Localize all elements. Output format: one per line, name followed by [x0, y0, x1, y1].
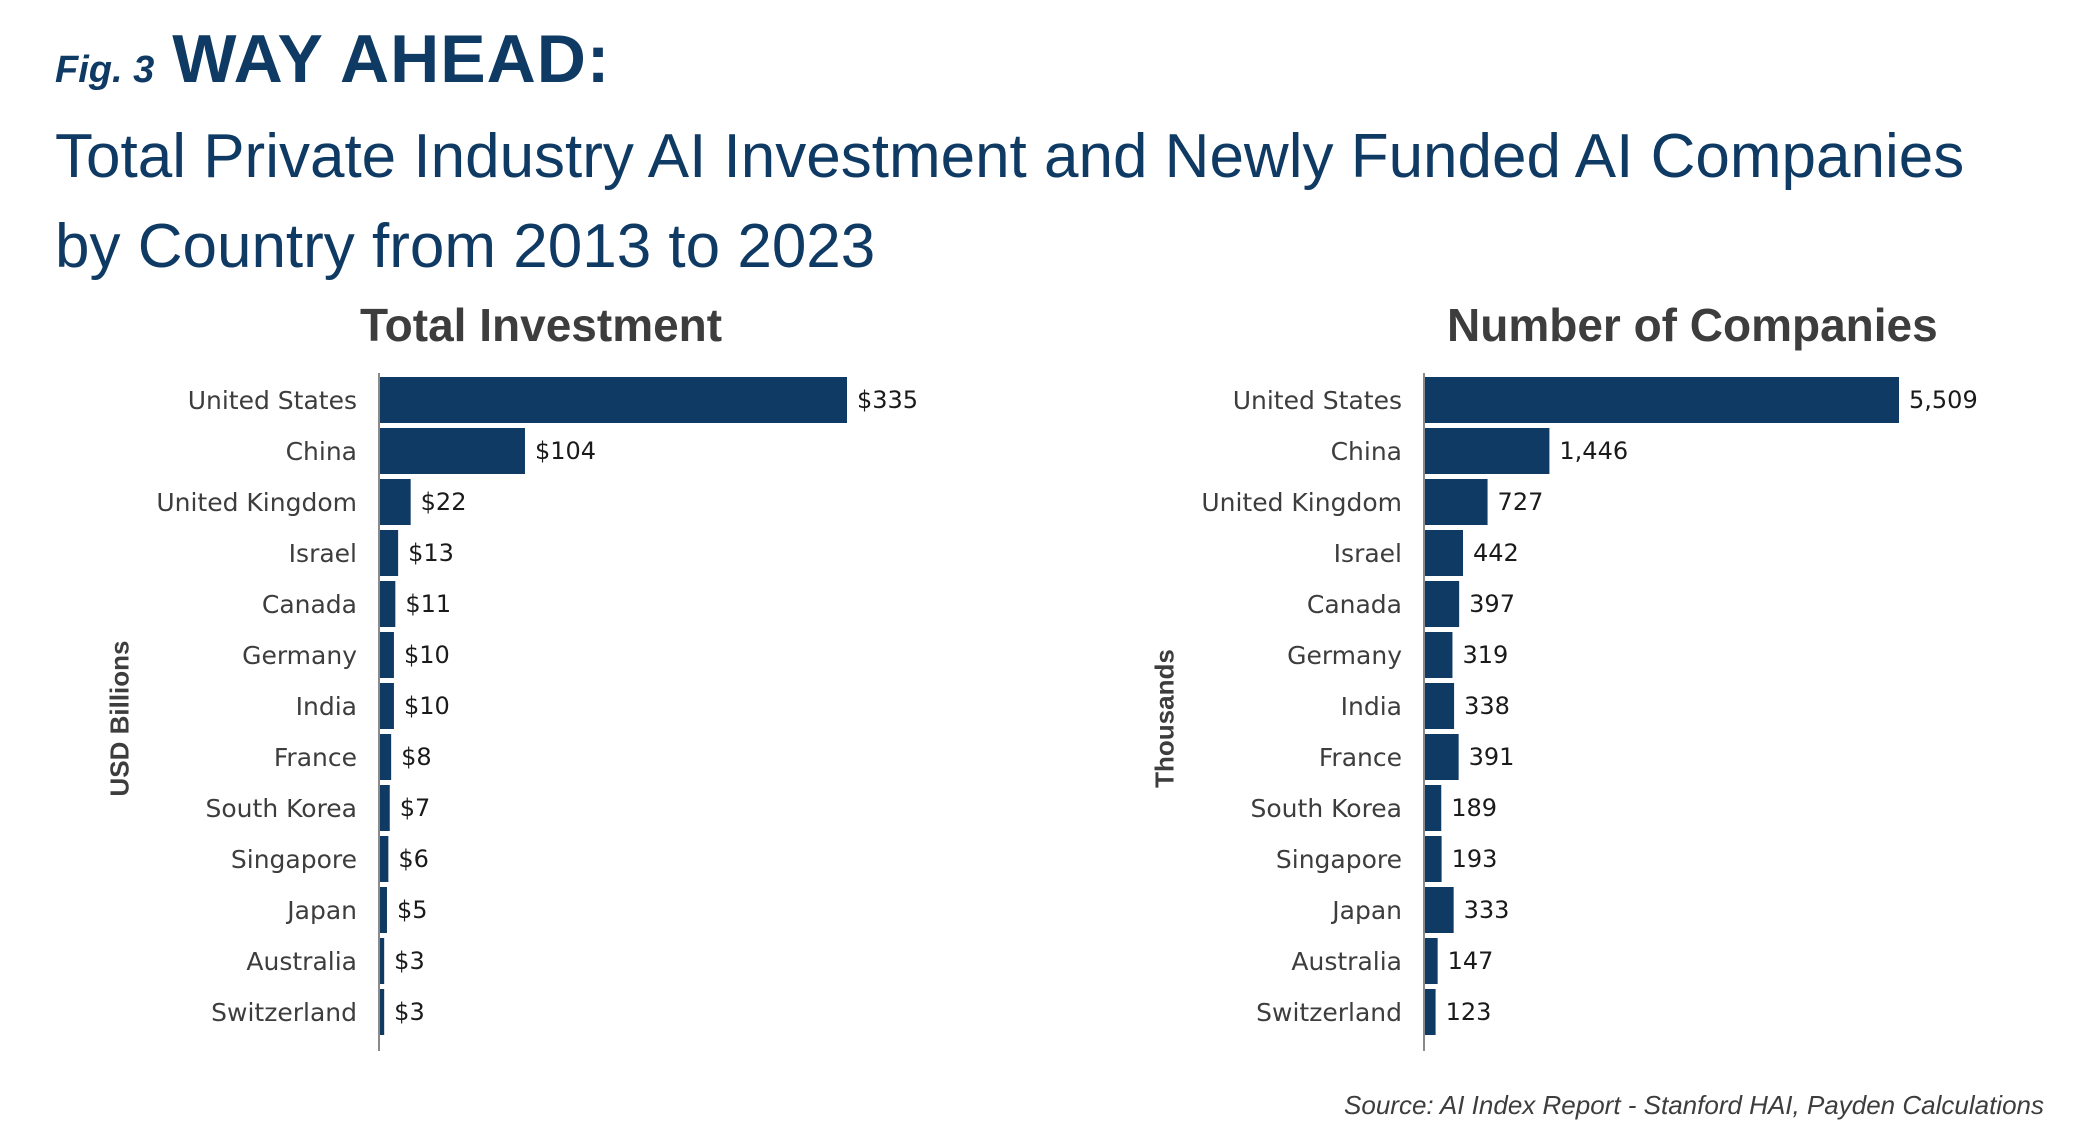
investment-data-label: $8	[401, 743, 432, 771]
companies-bar	[1425, 989, 1436, 1035]
companies-category-label: India	[1341, 692, 1402, 721]
companies-bar	[1425, 734, 1459, 780]
investment-bar	[380, 377, 847, 423]
investment-bar	[380, 581, 396, 627]
investment-bar	[380, 836, 389, 882]
companies-data-label: 5,509	[1909, 386, 1978, 414]
companies-data-label: 147	[1448, 947, 1494, 975]
companies-bar	[1425, 938, 1438, 984]
investment-category-label: Germany	[242, 641, 357, 670]
companies-category-label: Australia	[1291, 947, 1402, 976]
investment-data-label: $10	[404, 641, 450, 669]
companies-bar	[1425, 479, 1488, 525]
companies-bar	[1425, 683, 1455, 729]
investment-category-label: China	[286, 437, 357, 466]
companies-data-label: 391	[1469, 743, 1515, 771]
companies-category-label: France	[1319, 743, 1402, 772]
investment-data-label: $7	[400, 794, 431, 822]
companies-bar	[1425, 632, 1453, 678]
investment-category-label: Japan	[285, 896, 357, 925]
investment-category-label: India	[296, 692, 357, 721]
investment-bar	[380, 479, 411, 525]
companies-data-label: 319	[1462, 641, 1508, 669]
investment-data-label: $6	[398, 845, 429, 873]
companies-data-label: 442	[1473, 539, 1519, 567]
companies-bar	[1425, 785, 1442, 831]
companies-data-label: 189	[1451, 794, 1497, 822]
companies-category-label: United States	[1233, 386, 1402, 415]
figure-number: Fig. 3	[55, 49, 155, 91]
companies-data-label: 193	[1452, 845, 1498, 873]
companies-data-label: 333	[1464, 896, 1510, 924]
companies-bar-chart: United States 5,509 China 1,446 United Kingd…	[1201, 373, 1978, 1051]
investment-data-label: $104	[535, 437, 596, 465]
companies-category-label: Japan	[1330, 896, 1402, 925]
investment-data-label: $22	[421, 488, 467, 516]
figure-subtitle: Total Private Industry AI Investment and…	[55, 122, 1965, 281]
investment-chart-panel: Total Investment USD Billions United Sta…	[100, 298, 1000, 1068]
investment-bar	[380, 530, 399, 576]
investment-category-label: Israel	[289, 539, 357, 568]
investment-bar	[380, 887, 387, 933]
companies-data-label: 727	[1498, 488, 1544, 516]
figure-heading: Fig. 3 WAY AHEAD:	[55, 20, 2035, 98]
investment-y-axis-label: USD Billions	[104, 640, 135, 797]
companies-category-label: South Korea	[1251, 794, 1402, 823]
investment-category-label: Singapore	[231, 845, 357, 874]
companies-category-label: Switzerland	[1256, 998, 1402, 1027]
investment-bar-chart: United States $335 China $104 United Kingdom…	[156, 373, 918, 1051]
investment-category-label: United States	[188, 386, 357, 415]
investment-data-label: $3	[394, 947, 425, 975]
companies-category-label: Germany	[1287, 641, 1402, 670]
investment-category-label: United Kingdom	[156, 488, 357, 517]
companies-y-axis-label: Thousands	[1149, 649, 1180, 788]
companies-category-label: Singapore	[1276, 845, 1402, 874]
companies-bar	[1425, 428, 1550, 474]
investment-data-label: $10	[404, 692, 450, 720]
investment-data-label: $13	[408, 539, 454, 567]
companies-bar	[1425, 836, 1442, 882]
investment-category-label: South Korea	[206, 794, 357, 823]
investment-category-label: France	[274, 743, 357, 772]
figure-header: Fig. 3 WAY AHEAD: Total Private Industry…	[55, 20, 2035, 292]
companies-data-label: 338	[1464, 692, 1510, 720]
investment-data-label: $11	[405, 590, 451, 618]
investment-bar	[380, 734, 392, 780]
companies-data-label: 123	[1446, 998, 1492, 1026]
companies-chart-panel: Number of Companies Thousands United Sta…	[1145, 298, 2045, 1068]
investment-bar	[380, 938, 385, 984]
investment-data-label: $3	[394, 998, 425, 1026]
investment-category-label: Australia	[246, 947, 357, 976]
investment-category-label: Canada	[262, 590, 357, 619]
companies-category-label: Canada	[1307, 590, 1402, 619]
companies-chart-title: Number of Companies	[1447, 299, 1938, 351]
investment-chart-title: Total Investment	[360, 299, 723, 351]
figure-title: WAY AHEAD:	[172, 21, 611, 97]
companies-bar	[1425, 530, 1464, 576]
investment-data-label: $5	[397, 896, 428, 924]
companies-bar	[1425, 887, 1454, 933]
investment-bar	[380, 989, 385, 1035]
companies-bar	[1425, 377, 1899, 423]
investment-bar	[380, 683, 394, 729]
source-note: Source: AI Index Report - Stanford HAI, …	[1344, 1090, 2044, 1120]
investment-bar	[380, 428, 525, 474]
investment-bar	[380, 785, 390, 831]
investment-data-label: $335	[857, 386, 918, 414]
companies-category-label: China	[1331, 437, 1402, 466]
companies-category-label: United Kingdom	[1201, 488, 1402, 517]
companies-category-label: Israel	[1334, 539, 1402, 568]
companies-data-label: 397	[1469, 590, 1515, 618]
investment-bar	[380, 632, 394, 678]
investment-category-label: Switzerland	[211, 998, 357, 1027]
companies-data-label: 1,446	[1559, 437, 1628, 465]
companies-bar	[1425, 581, 1460, 627]
